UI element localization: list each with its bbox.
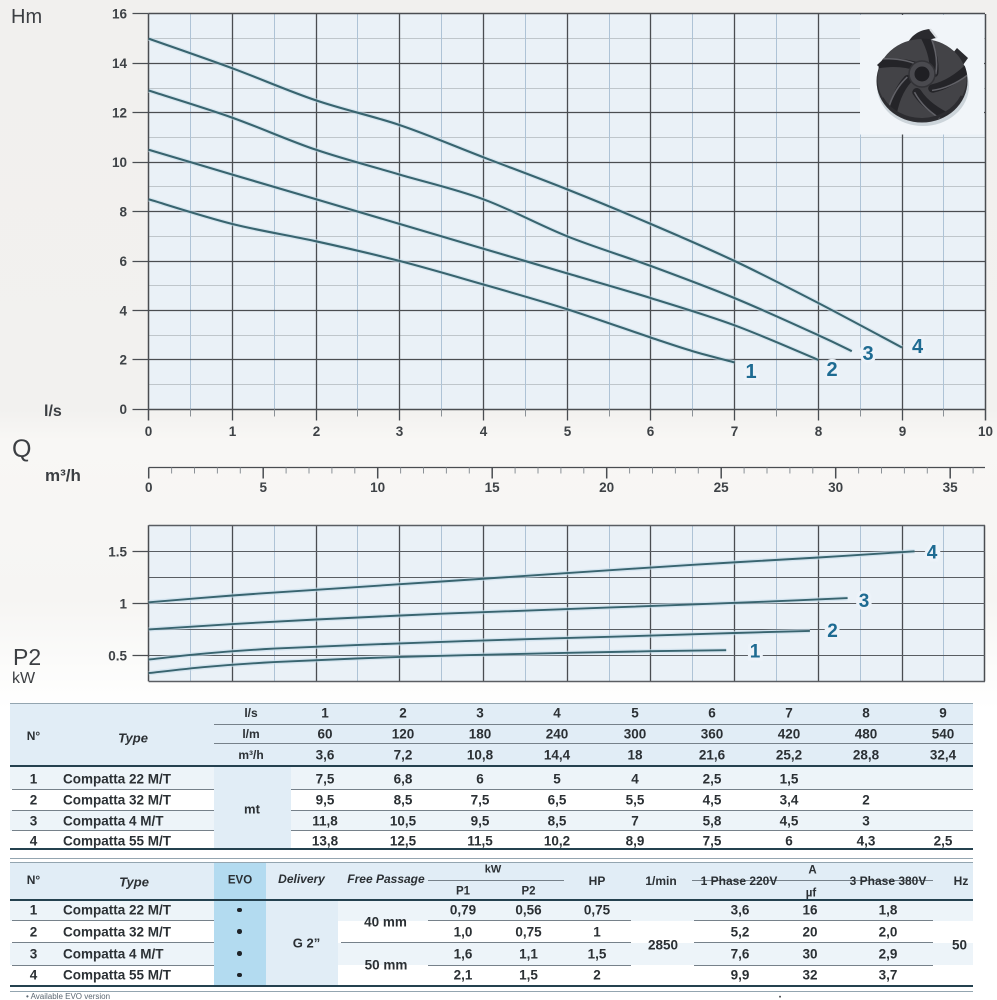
svg-text:7: 7 xyxy=(731,424,739,439)
svg-text:8: 8 xyxy=(815,424,823,439)
svg-text:3: 3 xyxy=(859,591,870,612)
svg-text:l/s: l/s xyxy=(44,403,62,420)
svg-text:2: 2 xyxy=(313,424,321,439)
svg-text:4: 4 xyxy=(912,336,924,358)
svg-text:5: 5 xyxy=(259,480,267,495)
svg-text:9: 9 xyxy=(899,424,907,439)
svg-text:1: 1 xyxy=(229,424,237,439)
svg-text:1: 1 xyxy=(745,361,756,383)
svg-text:30: 30 xyxy=(828,480,843,495)
svg-text:6: 6 xyxy=(647,424,655,439)
svg-text:Q: Q xyxy=(12,435,31,463)
svg-text:20: 20 xyxy=(599,480,614,495)
svg-text:4: 4 xyxy=(927,543,938,564)
svg-text:0.5: 0.5 xyxy=(108,648,127,663)
svg-text:4: 4 xyxy=(480,424,488,439)
svg-text:3: 3 xyxy=(396,424,404,439)
svg-text:1: 1 xyxy=(750,642,761,663)
svg-text:8: 8 xyxy=(119,204,127,219)
svg-text:6: 6 xyxy=(119,254,127,269)
svg-text:16: 16 xyxy=(112,7,128,22)
svg-text:12: 12 xyxy=(112,106,127,121)
svg-text:25: 25 xyxy=(714,480,730,495)
svg-text:P2: P2 xyxy=(13,644,41,670)
svg-text:4: 4 xyxy=(119,303,127,318)
svg-text:0: 0 xyxy=(145,424,153,439)
svg-text:0: 0 xyxy=(145,480,153,495)
svg-text:10: 10 xyxy=(978,424,993,439)
svg-text:10: 10 xyxy=(112,155,127,170)
svg-text:Hm: Hm xyxy=(11,6,42,28)
svg-text:35: 35 xyxy=(943,480,959,495)
svg-text:15: 15 xyxy=(485,480,501,495)
svg-text:m³/h: m³/h xyxy=(45,466,81,485)
svg-text:3: 3 xyxy=(862,343,873,365)
svg-text:1: 1 xyxy=(119,596,127,611)
svg-text:kW: kW xyxy=(12,670,36,687)
svg-text:2: 2 xyxy=(827,621,838,642)
svg-text:0: 0 xyxy=(119,402,127,417)
svg-text:14: 14 xyxy=(112,56,128,71)
svg-text:2: 2 xyxy=(826,359,837,381)
svg-text:1.5: 1.5 xyxy=(108,544,127,559)
svg-text:5: 5 xyxy=(564,424,572,439)
svg-text:10: 10 xyxy=(370,480,385,495)
svg-text:2: 2 xyxy=(119,353,127,368)
